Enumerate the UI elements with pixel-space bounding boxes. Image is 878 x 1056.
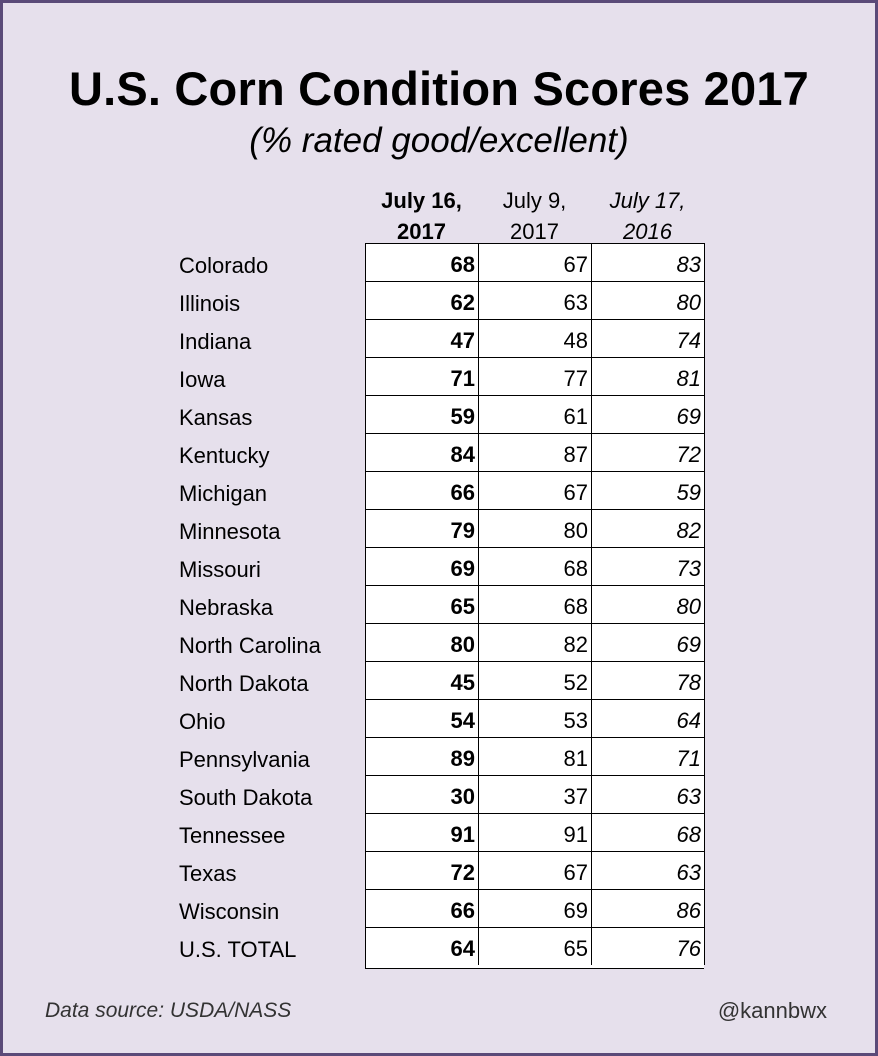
column-header-line1: July 16, (381, 188, 462, 213)
table-cell: 47 (366, 319, 479, 357)
state-label: Ohio (179, 709, 226, 734)
table-cell: 48 (479, 319, 592, 357)
table-cell: 67 (479, 243, 592, 281)
table-cell: 84 (366, 433, 479, 471)
data-source-note: Data source: USDA/NASS (45, 999, 292, 1022)
state-label: Pennsylvania (179, 747, 310, 772)
table-cell: 78 (592, 661, 705, 699)
state-label: Colorado (179, 253, 269, 278)
column-header-line2: 2017 (397, 219, 446, 244)
table-cell: 65 (366, 585, 479, 623)
table-cell: 80 (479, 509, 592, 547)
state-label: Tennessee (179, 823, 286, 848)
column-header-july16-2017: July 16, 2017 (365, 185, 478, 247)
table-cell: 80 (592, 281, 705, 319)
column-header-july17-2016: July 17, 2016 (591, 185, 704, 247)
state-label: Minnesota (179, 519, 281, 544)
table-cell: 68 (592, 813, 705, 851)
state-label: South Dakota (179, 785, 313, 810)
table-cell: 76 (592, 927, 705, 965)
table-cell: 59 (366, 395, 479, 433)
table-cell: 89 (366, 737, 479, 775)
table-cell: 72 (366, 851, 479, 889)
table-cell: 87 (479, 433, 592, 471)
table-cell: 68 (479, 585, 592, 623)
table-cell: 80 (366, 623, 479, 661)
table-cell: 65 (479, 927, 592, 965)
table-cell: 59 (592, 471, 705, 509)
chart-subtitle: (% rated good/excellent) (249, 121, 629, 160)
author-handle: @kannbwx (717, 998, 827, 1023)
state-label: Texas (179, 861, 237, 886)
table-cell: 74 (592, 319, 705, 357)
table-cell: 54 (366, 699, 479, 737)
state-label: Illinois (179, 291, 241, 316)
table-cell: 82 (479, 623, 592, 661)
chart-title: U.S. Corn Condition Scores 2017 (68, 62, 810, 115)
state-label: Kentucky (179, 443, 270, 468)
table-cell: 62 (366, 281, 479, 319)
column-header-line1: July 17, (609, 188, 686, 213)
state-label: Wisconsin (179, 899, 280, 924)
table-cell: 67 (479, 471, 592, 509)
table-cell: 69 (479, 889, 592, 927)
state-label: Indiana (179, 329, 252, 354)
table-cell: 91 (479, 813, 592, 851)
column-header-line1: July 9, (502, 188, 567, 213)
table-cell: 52 (479, 661, 592, 699)
state-label: North Dakota (179, 671, 309, 696)
table-cell: 79 (366, 509, 479, 547)
state-label: Nebraska (179, 595, 274, 620)
table-cell: 64 (592, 699, 705, 737)
table-cell: 77 (479, 357, 592, 395)
table-cell: 71 (592, 737, 705, 775)
state-label: Kansas (179, 405, 253, 430)
data-table: 68 67 83 62 63 80 47 48 74 71 77 81 59 61 69 84 87 72 66 67… (365, 243, 705, 969)
table-cell: 63 (592, 851, 705, 889)
table-cell: 37 (479, 775, 592, 813)
state-label: North Carolina (179, 633, 321, 658)
state-label: Michigan (179, 481, 268, 506)
table-cell: 69 (366, 547, 479, 585)
table-cell: 81 (592, 357, 705, 395)
table-cell: 71 (366, 357, 479, 395)
state-label: Iowa (179, 367, 226, 392)
column-header-line2: 2016 (623, 219, 672, 244)
table-cell: 72 (592, 433, 705, 471)
table-cell: 68 (366, 243, 479, 281)
table-cell: 83 (592, 243, 705, 281)
table-cell: 63 (479, 281, 592, 319)
column-header-line2: 2017 (510, 219, 559, 244)
table-cell: 81 (479, 737, 592, 775)
table-cell: 61 (479, 395, 592, 433)
table-cell: 64 (366, 927, 479, 965)
table-cell: 69 (592, 395, 705, 433)
table-cell: 82 (592, 509, 705, 547)
table-cell: 68 (479, 547, 592, 585)
state-label: Missouri (179, 557, 261, 582)
table-cell: 80 (592, 585, 705, 623)
table-cell: 30 (366, 775, 479, 813)
table-cell: 91 (366, 813, 479, 851)
state-label: U.S. TOTAL (179, 937, 297, 962)
table-cell: 66 (366, 889, 479, 927)
table-cell: 66 (366, 471, 479, 509)
table-cell: 73 (592, 547, 705, 585)
column-header-july9-2017: July 9, 2017 (478, 185, 591, 247)
table-cell: 86 (592, 889, 705, 927)
table-cell: 63 (592, 775, 705, 813)
table-cell: 67 (479, 851, 592, 889)
table-cell: 69 (592, 623, 705, 661)
table-cell: 45 (366, 661, 479, 699)
table-cell: 53 (479, 699, 592, 737)
